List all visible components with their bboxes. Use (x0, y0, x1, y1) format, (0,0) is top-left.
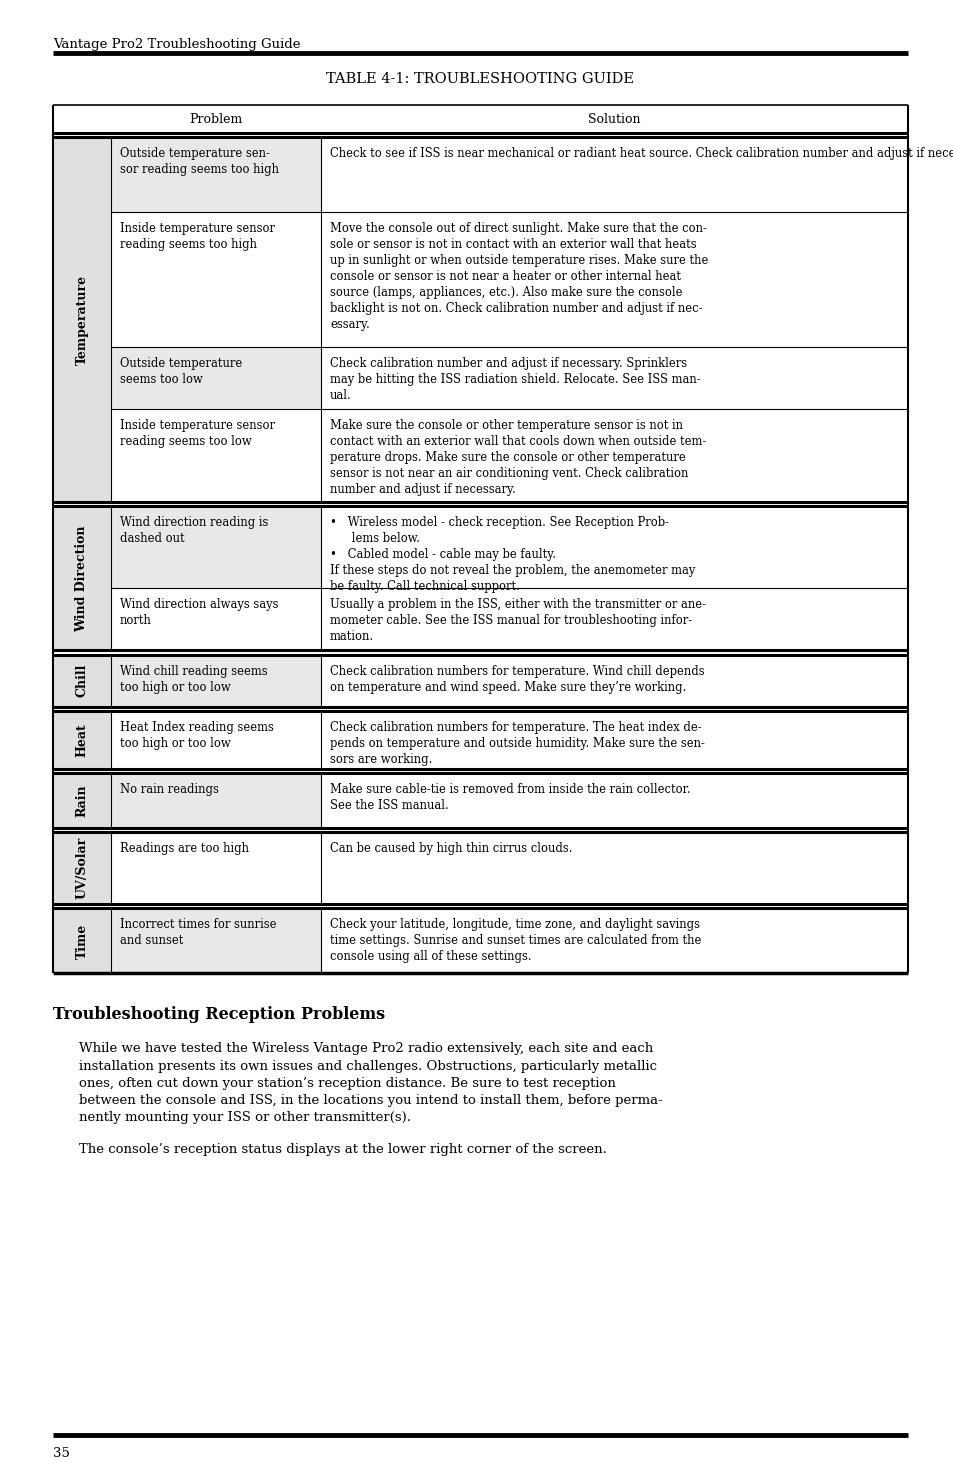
Bar (53, 773, 111, 827)
Bar (320, 909, 907, 974)
Text: The console’s reception status displays at the lower right corner of the screen.: The console’s reception status displays … (79, 1143, 606, 1156)
Bar (111, 506, 320, 589)
Text: Incorrect times for sunrise
and sunset: Incorrect times for sunrise and sunset (120, 919, 276, 947)
Text: Wind direction reading is
dashed out: Wind direction reading is dashed out (120, 516, 268, 546)
Text: Can be caused by high thin cirrus clouds.: Can be caused by high thin cirrus clouds… (330, 842, 572, 855)
Bar (320, 832, 907, 904)
Bar (111, 655, 320, 707)
Text: Make sure cable-tie is removed from inside the rain collector.
See the ISS manua: Make sure cable-tie is removed from insi… (330, 783, 690, 813)
Text: Check calibration numbers for temperature. The heat index de-
pends on temperatu: Check calibration numbers for temperatur… (330, 721, 704, 766)
Text: UV/Solar: UV/Solar (75, 838, 89, 900)
Text: Troubleshooting Reception Problems: Troubleshooting Reception Problems (53, 1006, 385, 1024)
Text: Check to see if ISS is near mechanical or radiant heat source. Check calibration: Check to see if ISS is near mechanical o… (330, 148, 953, 161)
Text: Problem: Problem (190, 112, 242, 125)
Bar (53, 137, 111, 502)
Bar (111, 137, 320, 212)
Text: Heat Index reading seems
too high or too low: Heat Index reading seems too high or too… (120, 721, 274, 749)
Bar (320, 137, 907, 212)
Text: Solution: Solution (588, 112, 640, 125)
Bar (320, 347, 907, 409)
Text: Move the console out of direct sunlight. Make sure that the con-
sole or sensor : Move the console out of direct sunlight.… (330, 223, 708, 332)
Bar (320, 773, 907, 827)
Bar (53, 711, 111, 768)
Text: Vantage Pro2 Troubleshooting Guide: Vantage Pro2 Troubleshooting Guide (53, 38, 300, 52)
Bar (53, 655, 111, 707)
Text: Check calibration numbers for temperature. Wind chill depends
on temperature and: Check calibration numbers for temperatur… (330, 665, 704, 693)
Bar (320, 711, 907, 768)
Bar (320, 409, 907, 502)
Text: Temperature: Temperature (75, 274, 89, 364)
Text: 35: 35 (53, 1447, 70, 1460)
Text: Usually a problem in the ISS, either with the transmitter or ane-
mometer cable.: Usually a problem in the ISS, either wit… (330, 599, 705, 643)
Text: Readings are too high: Readings are too high (120, 842, 249, 855)
Bar (53, 506, 111, 650)
Bar (111, 832, 320, 904)
Text: Outside temperature sen-
sor reading seems too high: Outside temperature sen- sor reading see… (120, 148, 278, 176)
Bar (320, 212, 907, 347)
Bar (111, 773, 320, 827)
Bar (320, 589, 907, 650)
Text: Time: Time (75, 923, 89, 959)
Text: Wind chill reading seems
too high or too low: Wind chill reading seems too high or too… (120, 665, 268, 693)
Text: •   Wireless model - check reception. See Reception Prob-
      lems below.
•   : • Wireless model - check reception. See … (330, 516, 695, 593)
Bar (53, 832, 111, 904)
Bar (53, 909, 111, 974)
Text: Check calibration number and adjust if necessary. Sprinklers
may be hitting the : Check calibration number and adjust if n… (330, 357, 700, 403)
Text: TABLE 4-1: TROUBLESHOOTING GUIDE: TABLE 4-1: TROUBLESHOOTING GUIDE (326, 72, 634, 86)
Text: Wind direction always says
north: Wind direction always says north (120, 599, 278, 627)
Text: Check your latitude, longitude, time zone, and daylight savings
time settings. S: Check your latitude, longitude, time zon… (330, 919, 700, 963)
Text: While we have tested the Wireless Vantage Pro2 radio extensively, each site and : While we have tested the Wireless Vantag… (79, 1043, 662, 1124)
Bar (111, 409, 320, 502)
Bar (320, 506, 907, 589)
Text: No rain readings: No rain readings (120, 783, 218, 796)
Bar (53, 105, 907, 133)
Text: Make sure the console or other temperature sensor is not in
contact with an exte: Make sure the console or other temperatu… (330, 419, 705, 496)
Bar (320, 655, 907, 707)
Bar (111, 347, 320, 409)
Bar (111, 589, 320, 650)
Text: Inside temperature sensor
reading seems too high: Inside temperature sensor reading seems … (120, 223, 274, 251)
Bar (111, 212, 320, 347)
Bar (111, 909, 320, 974)
Text: Outside temperature
seems too low: Outside temperature seems too low (120, 357, 242, 386)
Text: Heat: Heat (75, 723, 89, 757)
Text: Chill: Chill (75, 664, 89, 698)
Text: Wind Direction: Wind Direction (75, 525, 89, 631)
Text: Rain: Rain (75, 785, 89, 817)
Text: Inside temperature sensor
reading seems too low: Inside temperature sensor reading seems … (120, 419, 274, 448)
Bar (111, 711, 320, 768)
